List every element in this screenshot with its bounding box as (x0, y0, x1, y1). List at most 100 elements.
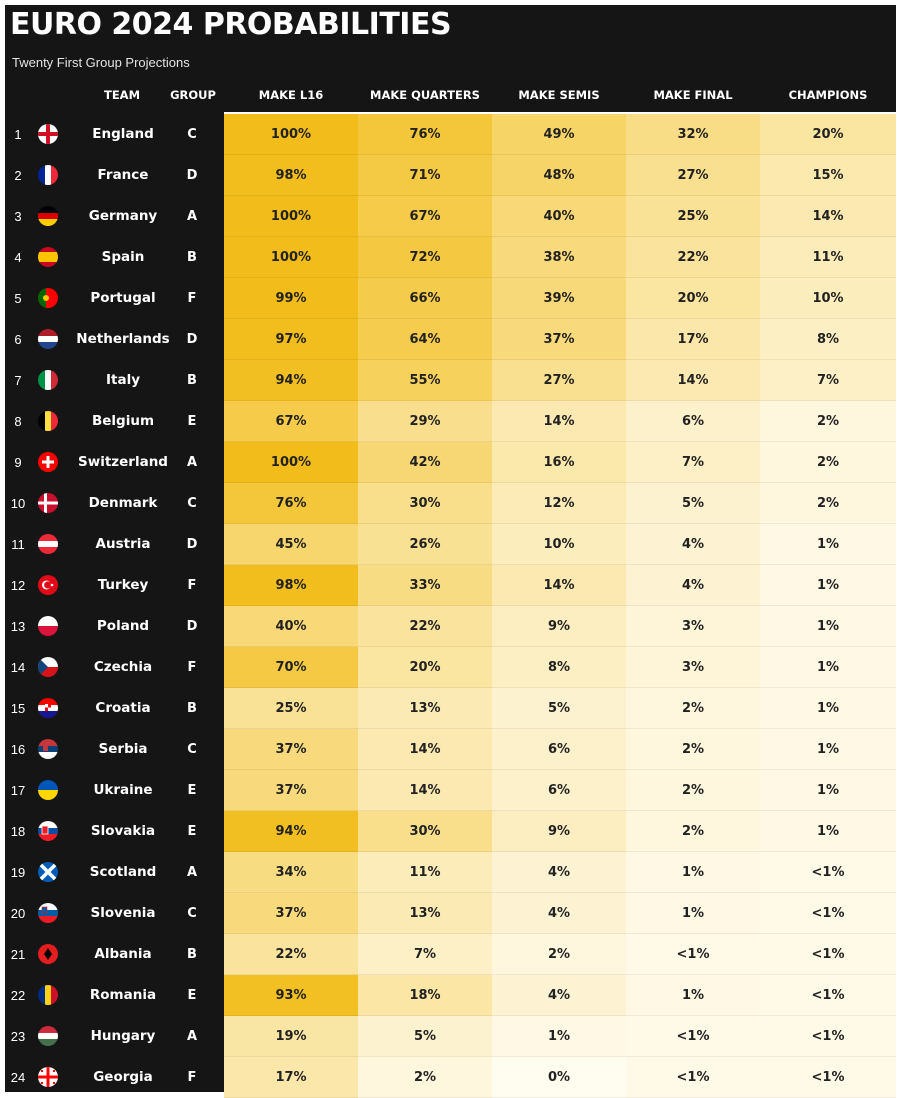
cell-make-semis: 9% (492, 811, 626, 852)
cell-make-final: 3% (626, 606, 760, 647)
group-letter: B (187, 701, 197, 716)
cell-make-quarters: 30% (358, 811, 492, 852)
france-flag-icon (38, 165, 58, 185)
team-name: Albania (94, 946, 152, 962)
cell-make-final: 22% (626, 237, 760, 278)
team-name: England (92, 126, 154, 142)
table-row: 2 France D 98% 71% 48% 27% 15% (5, 155, 896, 196)
cell-make-final: <1% (626, 1016, 760, 1057)
row-divider (224, 359, 896, 360)
cell-make-final: 5% (626, 483, 760, 524)
cell-champions: <1% (760, 1016, 896, 1057)
rank-number: 21 (10, 947, 26, 962)
germany-flag-icon (38, 206, 58, 226)
team-name: Belgium (91, 413, 155, 429)
rank-number: 13 (10, 619, 26, 634)
cell-champions: 1% (760, 688, 896, 729)
turkey-flag-icon (38, 575, 58, 595)
cell-make-l16: 67% (224, 401, 358, 442)
cell-champions: 8% (760, 319, 896, 360)
team-name: Netherlands (76, 331, 170, 347)
group-letter: F (187, 1070, 197, 1085)
table-row: 7 Italy B 94% 55% 27% 14% 7% (5, 360, 896, 401)
cell-make-l16: 98% (224, 565, 358, 606)
table-row: 6 Netherlands D 97% 64% 37% 17% 8% (5, 319, 896, 360)
cell-make-final: 2% (626, 770, 760, 811)
table-row: 15 Croatia B 25% 13% 5% 2% 1% (5, 688, 896, 729)
cell-make-semis: 27% (492, 360, 626, 401)
cell-champions: 7% (760, 360, 896, 401)
cell-make-quarters: 71% (358, 155, 492, 196)
table-row: 5 Portugal F 99% 66% 39% 20% 10% (5, 278, 896, 319)
cell-make-semis: 8% (492, 647, 626, 688)
cell-champions: 1% (760, 770, 896, 811)
cell-make-semis: 39% (492, 278, 626, 319)
team-name: Switzerland (78, 454, 168, 470)
cell-make-l16: 37% (224, 729, 358, 770)
row-divider (224, 1015, 896, 1016)
row-divider (224, 523, 896, 524)
cell-champions: 1% (760, 729, 896, 770)
group-letter: E (187, 783, 197, 798)
cell-make-quarters: 2% (358, 1057, 492, 1098)
cell-make-quarters: 66% (358, 278, 492, 319)
cell-make-l16: 25% (224, 688, 358, 729)
cell-make-l16: 94% (224, 360, 358, 401)
row-divider (224, 810, 896, 811)
cell-champions: <1% (760, 975, 896, 1016)
cell-champions: 2% (760, 401, 896, 442)
table-row: 4 Spain B 100% 72% 38% 22% 11% (5, 237, 896, 278)
cell-make-semis: 2% (492, 934, 626, 975)
cell-make-semis: 49% (492, 114, 626, 155)
cell-champions: <1% (760, 934, 896, 975)
table-row: 21 Albania B 22% 7% 2% <1% <1% (5, 934, 896, 975)
rank-number: 9 (14, 455, 22, 470)
cell-make-l16: 45% (224, 524, 358, 565)
cell-champions: 15% (760, 155, 896, 196)
table-row: 19 Scotland A 34% 11% 4% 1% <1% (5, 852, 896, 893)
cell-make-quarters: 64% (358, 319, 492, 360)
cell-champions: 1% (760, 811, 896, 852)
group-letter: F (187, 660, 197, 675)
cell-champions: 14% (760, 196, 896, 237)
table-row: 24 Georgia F 17% 2% 0% <1% <1% (5, 1057, 896, 1098)
italy-flag-icon (38, 370, 58, 390)
rank-number: 15 (10, 701, 26, 716)
table-row: 17 Ukraine E 37% 14% 6% 2% 1% (5, 770, 896, 811)
group-letter: A (186, 455, 198, 470)
cell-champions: <1% (760, 852, 896, 893)
cell-make-l16: 99% (224, 278, 358, 319)
cell-make-quarters: 67% (358, 196, 492, 237)
rank-number: 7 (14, 373, 22, 388)
column-header-make-final: MAKE FINAL (653, 88, 733, 102)
row-divider (224, 236, 896, 237)
cell-make-l16: 98% (224, 155, 358, 196)
cell-make-final: 1% (626, 852, 760, 893)
hungary-flag-icon (38, 1026, 58, 1046)
cell-make-final: 1% (626, 975, 760, 1016)
row-divider (224, 277, 896, 278)
cell-make-final: <1% (626, 934, 760, 975)
cell-make-semis: 6% (492, 770, 626, 811)
team-name: Georgia (93, 1069, 153, 1085)
rank-number: 10 (10, 496, 26, 511)
rank-number: 18 (10, 824, 26, 839)
cell-champions: 1% (760, 606, 896, 647)
cell-make-quarters: 13% (358, 893, 492, 934)
table-row: 18 Slovakia E 94% 30% 9% 2% 1% (5, 811, 896, 852)
cell-make-semis: 4% (492, 975, 626, 1016)
cell-make-final: 32% (626, 114, 760, 155)
row-divider (224, 605, 896, 606)
cell-make-final: <1% (626, 1057, 760, 1098)
cell-champions: <1% (760, 1057, 896, 1098)
rank-number: 23 (10, 1029, 26, 1044)
cell-make-quarters: 14% (358, 729, 492, 770)
cell-make-semis: 4% (492, 893, 626, 934)
cell-make-quarters: 13% (358, 688, 492, 729)
team-name: Germany (88, 208, 158, 224)
cell-make-l16: 70% (224, 647, 358, 688)
group-letter: D (186, 332, 198, 347)
table-row: 22 Romania E 93% 18% 4% 1% <1% (5, 975, 896, 1016)
cell-make-final: 14% (626, 360, 760, 401)
group-letter: D (186, 537, 198, 552)
